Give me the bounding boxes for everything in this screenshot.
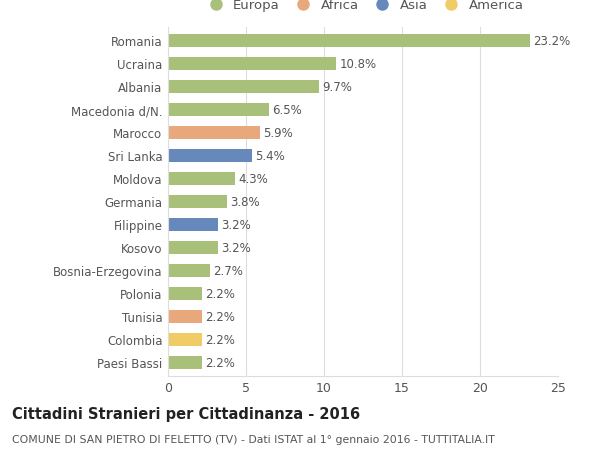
Text: 2.2%: 2.2%	[205, 287, 235, 300]
Bar	[168, 173, 235, 185]
Text: 2.2%: 2.2%	[205, 310, 235, 323]
Text: 2.7%: 2.7%	[213, 264, 243, 277]
Text: COMUNE DI SAN PIETRO DI FELETTO (TV) - Dati ISTAT al 1° gennaio 2016 - TUTTITALI: COMUNE DI SAN PIETRO DI FELETTO (TV) - D…	[12, 434, 495, 444]
Legend: Europa, Africa, Asia, America: Europa, Africa, Asia, America	[197, 0, 529, 17]
Text: 3.8%: 3.8%	[230, 196, 260, 208]
Text: 10.8%: 10.8%	[340, 58, 377, 71]
Bar	[168, 333, 202, 346]
Text: Cittadini Stranieri per Cittadinanza - 2016: Cittadini Stranieri per Cittadinanza - 2…	[12, 406, 360, 421]
Bar	[168, 150, 252, 162]
Bar	[168, 35, 530, 48]
Text: 5.4%: 5.4%	[256, 150, 285, 162]
Text: 2.2%: 2.2%	[205, 356, 235, 369]
Text: 5.9%: 5.9%	[263, 127, 293, 140]
Bar	[168, 81, 319, 94]
Text: 6.5%: 6.5%	[272, 104, 302, 117]
Bar	[168, 58, 337, 71]
Text: 2.2%: 2.2%	[205, 333, 235, 346]
Bar	[168, 196, 227, 208]
Bar	[168, 218, 218, 231]
Text: 3.2%: 3.2%	[221, 218, 251, 231]
Bar	[168, 104, 269, 117]
Bar	[168, 287, 202, 300]
Bar	[168, 310, 202, 323]
Text: 4.3%: 4.3%	[238, 173, 268, 185]
Text: 23.2%: 23.2%	[533, 35, 570, 48]
Text: 3.2%: 3.2%	[221, 241, 251, 254]
Bar	[168, 127, 260, 140]
Bar	[168, 241, 218, 254]
Bar	[168, 356, 202, 369]
Text: 9.7%: 9.7%	[322, 81, 352, 94]
Bar	[168, 264, 210, 277]
